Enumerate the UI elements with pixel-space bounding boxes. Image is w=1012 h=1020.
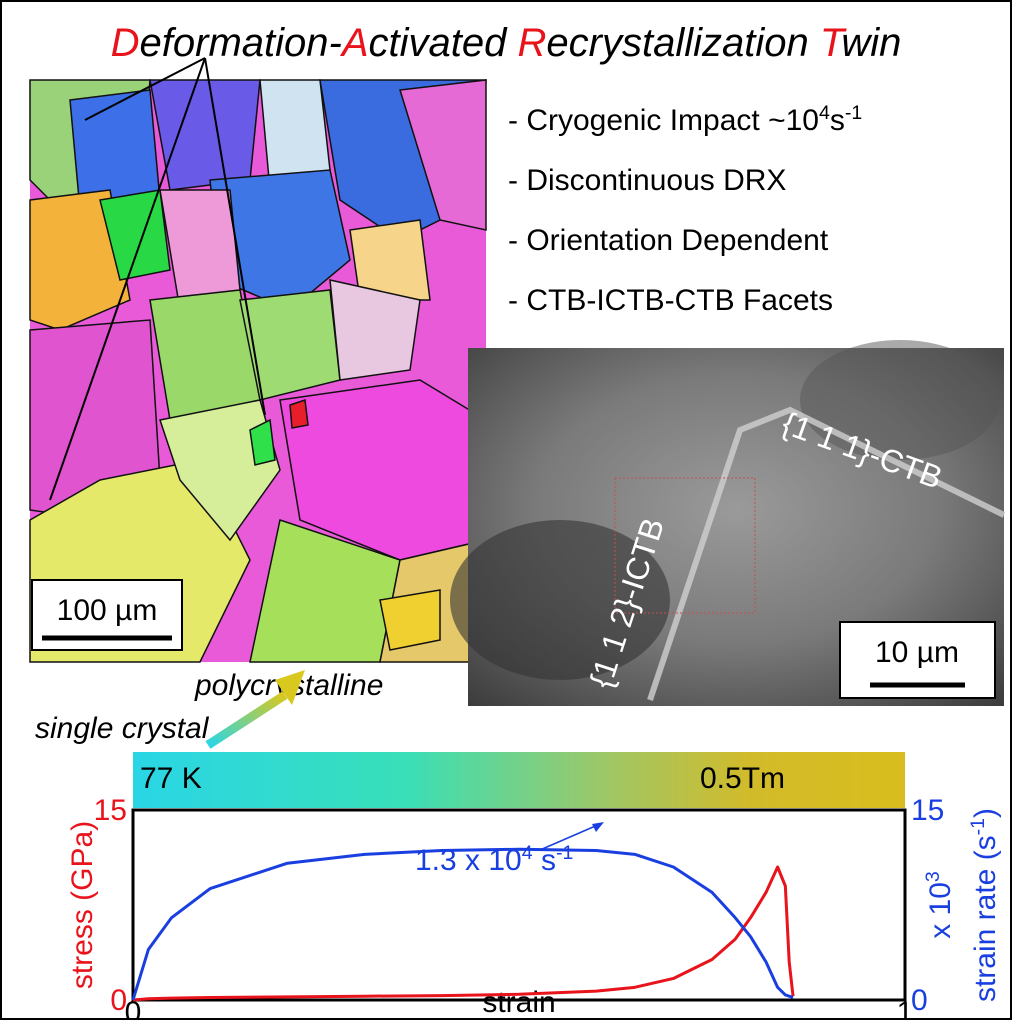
y2-tick-label: 15 (911, 794, 944, 827)
bullet-text: s (830, 104, 845, 137)
y2-multiplier-sup: 3 (922, 871, 944, 882)
y2-label-text: ) (969, 808, 1002, 818)
bullet: - Cryogenic Impact ~104s-1 (508, 102, 862, 137)
bullet-sup: -1 (845, 102, 862, 124)
title-word: eformation- (140, 21, 342, 65)
scale-bar-label: 10 µm (875, 636, 959, 669)
temperature-colorbar (133, 752, 905, 808)
grain (150, 80, 260, 190)
bullet-sup: 4 (819, 102, 830, 124)
bullet-text: - Cryogenic Impact ~10 (508, 104, 819, 137)
bullet: - CTB-ICTB-CTB Facets (508, 284, 833, 317)
title-word: win (841, 21, 901, 65)
title-word: ecrystallization (546, 21, 808, 65)
y2-label-sup: -1 (967, 818, 989, 835)
single-crystal-label: single crystal (35, 712, 210, 745)
x-axis-label: strain (482, 986, 555, 1019)
grain (290, 400, 308, 428)
annotation: 1.3 x 104 s-1 (415, 842, 573, 877)
ebsd-map: 100 µm (30, 58, 486, 662)
scale-bar-label: 100 µm (57, 594, 158, 627)
y2-multiplier-text: x 10 (924, 882, 957, 939)
annotation-sup: -1 (556, 842, 573, 864)
title-initial: D (111, 21, 140, 65)
y2-axis-label: strain rate (s-1) (967, 808, 1002, 1002)
annotation-sup: 4 (522, 842, 533, 864)
bullet: - Discontinuous DRX (508, 164, 786, 197)
title-word: ctivated (369, 21, 509, 65)
y-tick-label: 15 (94, 794, 127, 827)
grain (380, 590, 440, 650)
graphical-abstract: Deformation-Activated Recrystallization … (0, 0, 1012, 1020)
title-initial: R (518, 21, 547, 65)
bullet: - Orientation Dependent (508, 224, 829, 257)
colorbar-high: 0.5Tm (700, 762, 785, 795)
y2-label-text: strain rate (s (969, 835, 1002, 1002)
tem-image: {1 1 1}-CTB {1 1 2}-ICTB 10 µm (450, 340, 1004, 706)
y-axis-label: stress (GPa) (66, 821, 99, 989)
title: Deformation-Activated Recrystallization … (111, 21, 902, 65)
y2-tick-label: 0 (911, 984, 928, 1017)
colorbar-low: 77 K (140, 762, 202, 795)
y-tick-label: 0 (110, 984, 127, 1017)
title-initial: A (340, 21, 369, 65)
